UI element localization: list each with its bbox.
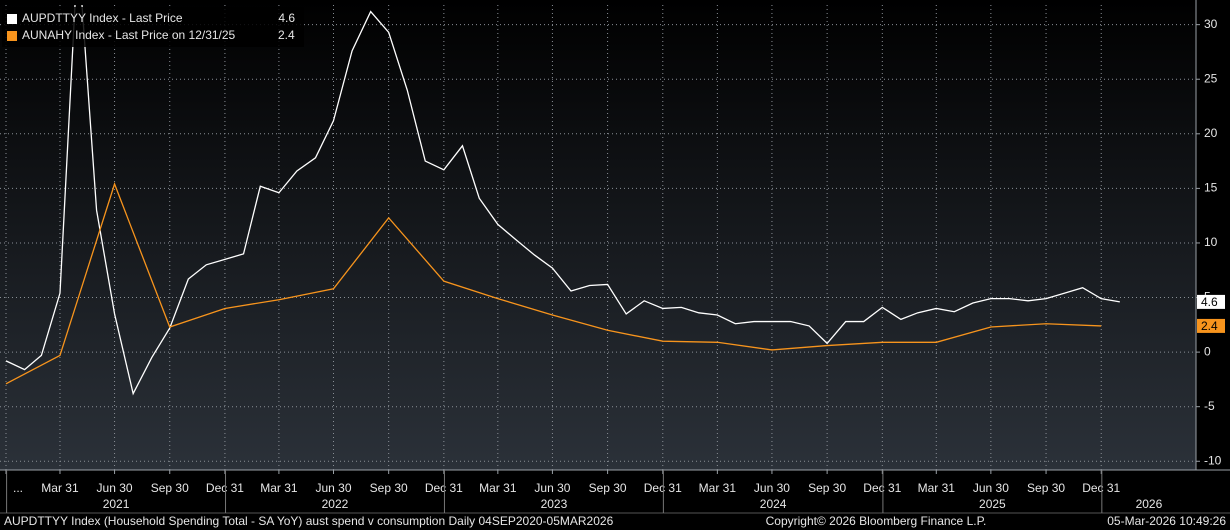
year-label: 2021 xyxy=(103,497,130,511)
x-tick-label: Sep 30 xyxy=(151,481,189,495)
legend-label: AUPDTTYY Index - Last Price xyxy=(22,11,183,25)
legend-label: AUNAHY Index - Last Price on 12/31/25 xyxy=(22,28,236,42)
x-tick-label: Mar 31 xyxy=(260,481,298,495)
year-label: 2026 xyxy=(1136,497,1163,511)
footer-description: AUPDTTYY Index (Household Spending Total… xyxy=(4,514,614,528)
legend-value: 2.4 xyxy=(278,28,295,42)
x-tick-label: Mar 31 xyxy=(479,481,517,495)
series-line xyxy=(5,182,1102,385)
series-line xyxy=(5,5,1120,396)
x-tick-label: Jun 30 xyxy=(754,481,790,495)
year-label: 2022 xyxy=(322,497,349,511)
x-tick-label: Sep 30 xyxy=(808,481,846,495)
legend-swatch xyxy=(7,14,17,24)
y-tick-label: -5 xyxy=(1204,399,1215,413)
last-value-label: 4.6 xyxy=(1201,295,1218,309)
x-tick-label: Mar 31 xyxy=(918,481,956,495)
x-tick-label: Sep 30 xyxy=(589,481,627,495)
legend-swatch xyxy=(7,31,17,41)
year-label: 2023 xyxy=(541,497,568,511)
x-tick-label: Mar 31 xyxy=(699,481,737,495)
x-tick-label: Jun 30 xyxy=(973,481,1009,495)
y-tick-label: 10 xyxy=(1204,235,1218,249)
year-label: 2025 xyxy=(979,497,1006,511)
plot-area xyxy=(0,0,1196,470)
y-tick-label: 25 xyxy=(1204,71,1218,85)
footer-copyright: Copyright© 2026 Bloomberg Finance L.P. xyxy=(766,514,987,528)
y-tick-label: 0 xyxy=(1204,344,1211,358)
x-tick-label: Jun 30 xyxy=(97,481,133,495)
y-tick-label: 15 xyxy=(1204,181,1218,195)
x-tick-label: Mar 31 xyxy=(41,481,79,495)
x-tick-label: Jun 30 xyxy=(534,481,570,495)
legend: AUPDTTYY Index - Last Price 4.6 AUNAHY Ind… xyxy=(2,7,304,47)
y-tick-label: 30 xyxy=(1204,17,1218,31)
x-tick-label: Sep 30 xyxy=(1027,481,1065,495)
x-tick-label: Jun 30 xyxy=(315,481,351,495)
last-value-tag xyxy=(1197,318,1225,333)
last-value-label: 2.4 xyxy=(1201,319,1218,333)
y-tick-label: 20 xyxy=(1204,126,1218,140)
year-label: 2024 xyxy=(760,497,787,511)
footer-timestamp: 05-Mar-2026 10:49:26 xyxy=(1107,514,1226,528)
y-tick-label: -10 xyxy=(1204,453,1222,467)
x-tick-label: Sep 30 xyxy=(370,481,408,495)
x-tick-label: ... xyxy=(13,481,23,495)
last-value-tag xyxy=(1197,294,1225,309)
legend-box xyxy=(2,7,304,47)
legend-value: 4.6 xyxy=(278,11,295,25)
